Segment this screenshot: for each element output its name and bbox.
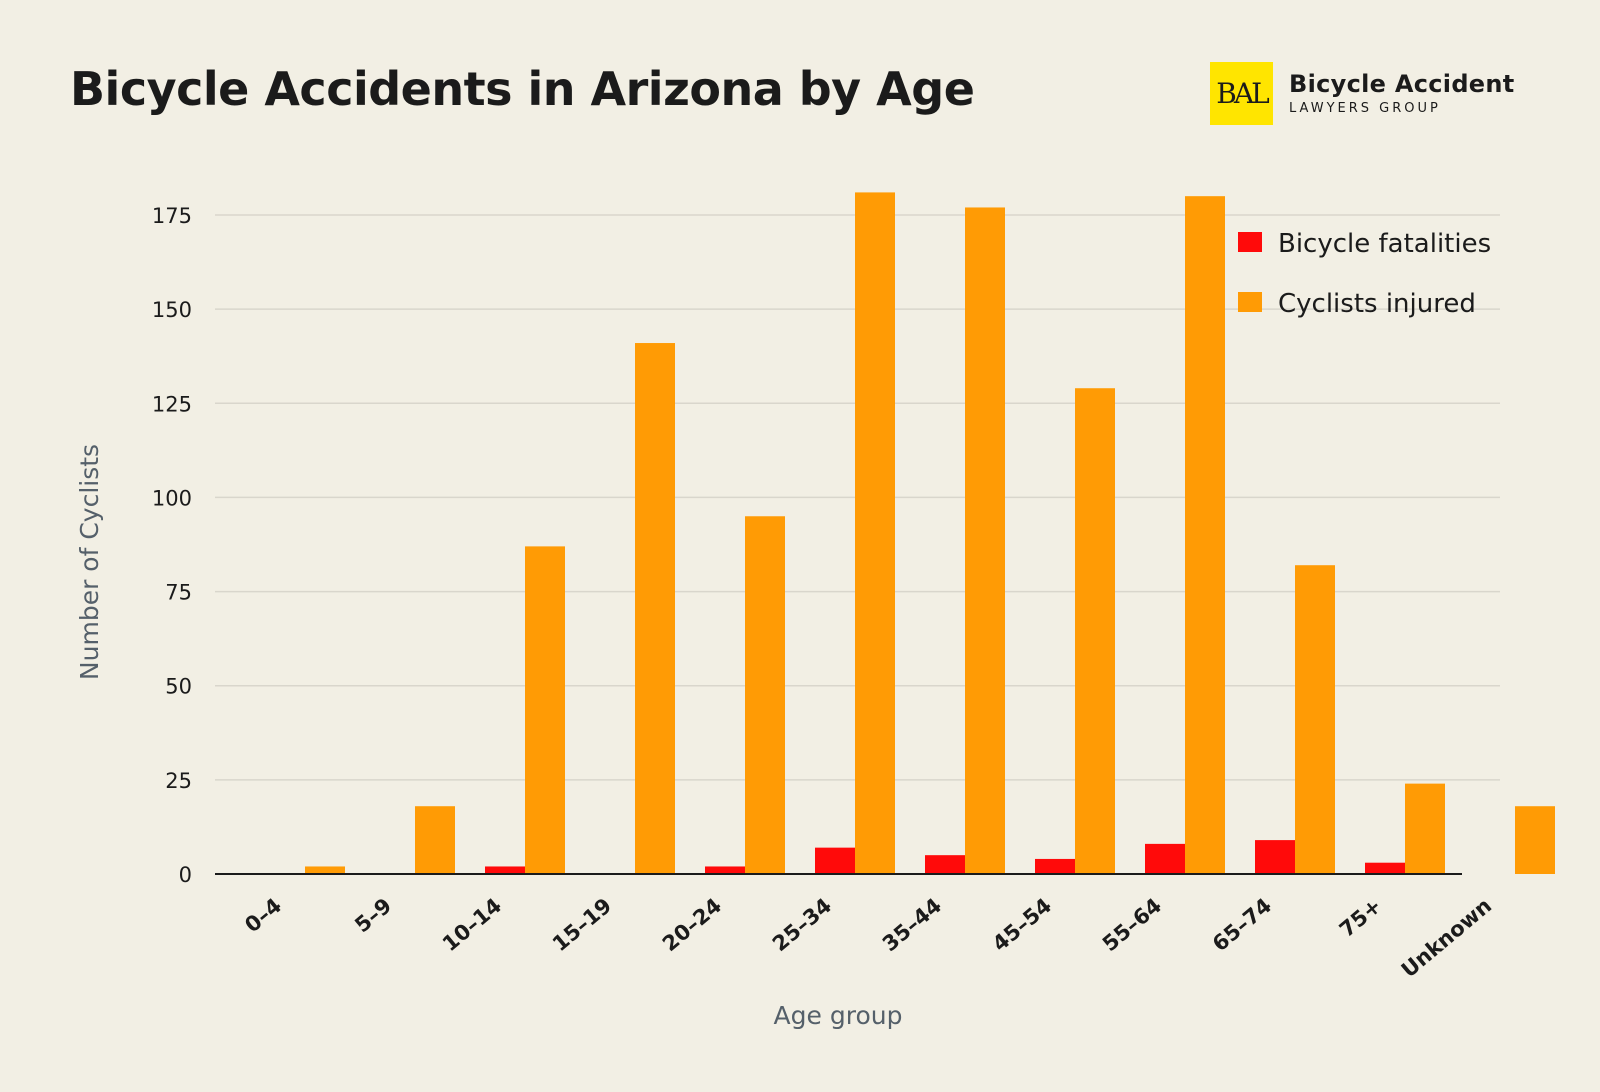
- y-tick-label: 125: [152, 392, 192, 416]
- bar-injured: [1295, 565, 1335, 874]
- bar-injured: [855, 192, 895, 875]
- brand-logo: BAL Bicycle Accident LAWYERS GROUP: [1210, 62, 1515, 125]
- x-tick-labels: 0–4 5–9 10–14 15–19 20–24 25–34 35–44 45–54 55–6…: [240, 893, 1496, 982]
- x-tick-label: 5–9: [350, 893, 396, 937]
- y-tick-label: 25: [165, 769, 192, 793]
- legend-label: Cyclists injured: [1278, 289, 1476, 319]
- x-tick-label: 0–4: [240, 893, 286, 937]
- x-tick-label: Unknown: [1397, 893, 1496, 982]
- y-axis-title: Number of Cyclists: [75, 444, 104, 680]
- y-tick-label: 0: [179, 863, 192, 887]
- y-tick-label: 150: [152, 298, 192, 322]
- logo-text: Bicycle Accident LAWYERS GROUP: [1289, 72, 1515, 115]
- bar-injured: [525, 546, 565, 874]
- x-axis-title: Age group: [774, 1001, 903, 1030]
- bar-injured: [745, 516, 785, 874]
- x-tick-label: 65–74: [1208, 893, 1276, 956]
- bar-fatalities: [815, 847, 855, 874]
- bar-fatalities: [1035, 858, 1075, 874]
- y-tick-labels: 0 25 50 75 100 125 150 175: [152, 204, 192, 887]
- bar-fatalities: [485, 866, 525, 874]
- logo-line1: Bicycle Accident: [1289, 70, 1515, 98]
- legend-swatch: [1238, 232, 1262, 252]
- y-tick-label: 175: [152, 204, 192, 228]
- bar-injured: [305, 866, 345, 874]
- x-tick-label: 15–19: [548, 893, 616, 956]
- logo-line2: LAWYERS GROUP: [1289, 101, 1441, 116]
- x-tick-label: 25–34: [768, 893, 836, 956]
- bar-injured: [635, 343, 675, 874]
- bar-injured: [965, 207, 1005, 874]
- bar-fatalities: [705, 866, 745, 874]
- x-tick-label: 20–24: [658, 893, 726, 956]
- bar-fatalities: [1255, 840, 1295, 874]
- legend: Bicycle fatalities Cyclists injured: [1238, 229, 1491, 319]
- chart-title: Bicycle Accidents in Arizona by Age: [70, 62, 975, 116]
- bar-fatalities: [1365, 862, 1405, 874]
- bars: [305, 192, 1555, 875]
- legend-swatch: [1238, 292, 1262, 312]
- bar-injured: [1405, 783, 1445, 874]
- x-tick-label: 75+: [1335, 893, 1386, 941]
- x-tick-label: 10–14: [438, 893, 506, 956]
- legend-label: Bicycle fatalities: [1278, 229, 1491, 259]
- logo-mark-icon: BAL: [1210, 62, 1273, 125]
- y-tick-label: 50: [165, 675, 192, 699]
- bar-fatalities: [1145, 843, 1185, 874]
- x-tick-label: 55–64: [1098, 893, 1166, 956]
- bar-injured: [1185, 196, 1225, 874]
- bar-injured: [1515, 806, 1555, 874]
- x-tick-label: 35–44: [878, 893, 946, 956]
- y-tick-label: 75: [165, 581, 192, 605]
- y-tick-label: 100: [152, 486, 192, 510]
- bar-fatalities: [925, 855, 965, 874]
- bar-injured: [415, 806, 455, 874]
- x-tick-label: 45–54: [988, 893, 1056, 956]
- bar-injured: [1075, 388, 1115, 874]
